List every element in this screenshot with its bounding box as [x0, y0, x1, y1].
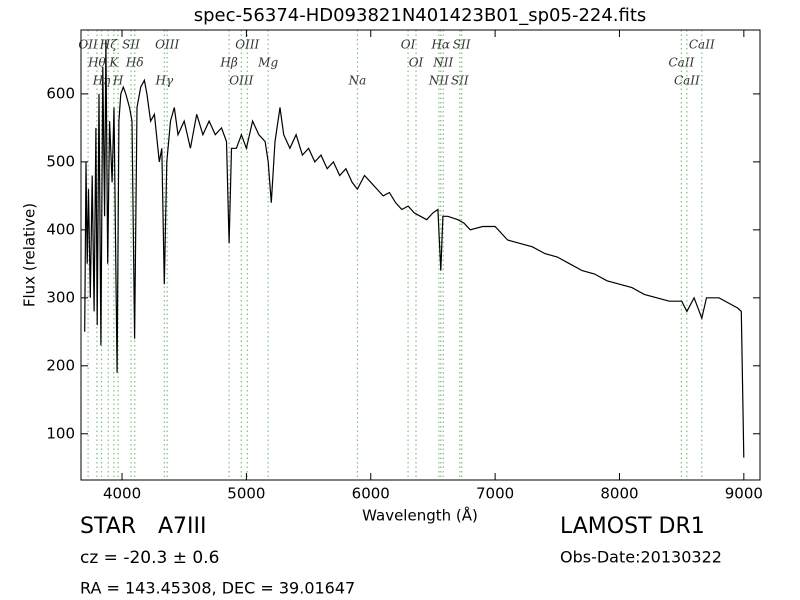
y-tick-label: 300: [46, 288, 75, 306]
spectral-line-label: SII: [451, 74, 469, 88]
x-tick-label: 4000: [103, 485, 141, 503]
plot-frame: [80, 29, 761, 481]
x-tick-label: 9000: [725, 485, 763, 503]
x-tick-label: 5000: [227, 485, 265, 503]
chart-title: spec-56374-HD093821N401423B01_sp05-224.f…: [194, 5, 647, 26]
spectral-line-label: OI: [409, 56, 424, 70]
spectral-line-label: CaII: [689, 38, 715, 52]
spectral-line-label: OIII: [235, 38, 259, 52]
spectral-line-label: Hθ: [87, 56, 106, 70]
subclass: A7III: [158, 514, 207, 539]
x-tick-label: 7000: [476, 485, 514, 503]
spectral-line-label: Hα: [430, 38, 450, 52]
spectral-line-label: SII: [122, 38, 140, 52]
spectral-line-label: NII: [428, 74, 449, 88]
spectral-line-label: Hγ: [155, 74, 174, 88]
x-tick-label: 8000: [600, 485, 638, 503]
y-axis-label: Flux (relative): [21, 203, 39, 307]
class: STAR: [80, 514, 136, 539]
y-tick-label: 600: [46, 84, 75, 102]
spectral-line-label: Mg: [257, 56, 278, 70]
spectral-line-label: SII: [453, 38, 471, 52]
y-tick-label: 100: [46, 424, 75, 442]
spectral-line-label: K: [108, 56, 119, 70]
spectral-line-label: CaII: [674, 74, 700, 88]
redshift: cz = -20.3 ± 0.6: [80, 548, 219, 568]
spectral-line-label: Hδ: [125, 56, 144, 70]
x-tick-label: 6000: [352, 485, 390, 503]
spectral-line-label: OIII: [229, 74, 253, 88]
spectrum-line: [84, 39, 745, 458]
spectral-line-label: Hβ: [219, 56, 237, 70]
spectral-line-label: OII: [78, 38, 98, 52]
spectral-line-label: OI: [401, 38, 416, 52]
y-tick-label: 200: [46, 356, 75, 374]
survey: LAMOST DR1: [560, 514, 705, 539]
obs-date: Obs-Date:20130322: [560, 548, 722, 567]
coordinates: RA = 143.45308, DEC = 39.01647: [80, 579, 355, 598]
spectral-line-label: Na: [348, 74, 367, 88]
y-tick-label: 400: [46, 220, 75, 238]
x-axis-label: Wavelength (Å): [362, 506, 478, 525]
y-tick-label: 500: [46, 152, 75, 170]
spectral-line-label: CaII: [668, 56, 694, 70]
spectral-line-label: H: [112, 74, 124, 88]
spectral-line-label: OIII: [155, 38, 179, 52]
spectral-line-label: Hζ: [99, 38, 118, 52]
spectral-line-label: NII: [432, 56, 453, 70]
